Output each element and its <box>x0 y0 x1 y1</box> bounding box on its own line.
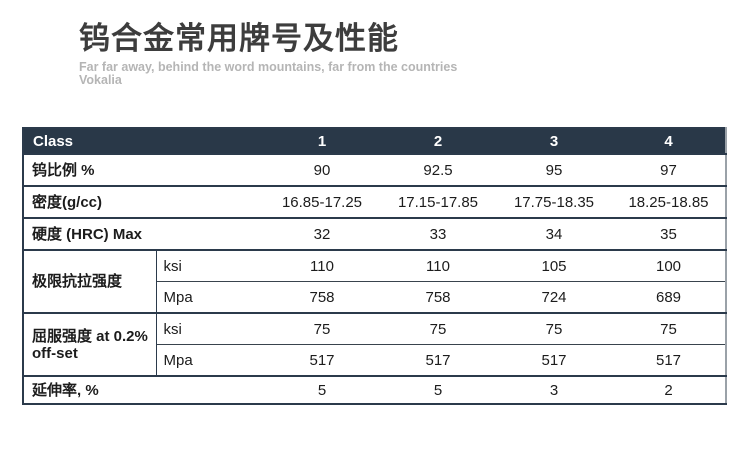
subtitle-line-2: Vokalia <box>79 73 122 87</box>
table-row-tungsten-ratio: 钨比例 % 90 92.5 95 97 <box>23 153 726 186</box>
unit-label: Mpa <box>156 281 264 313</box>
value-cell: 689 <box>612 281 726 313</box>
table-header-row: Class 1 2 3 4 <box>23 128 726 154</box>
value-cell: 92.5 <box>380 153 496 186</box>
row-label: 极限抗拉强度 <box>23 249 157 313</box>
value-cell: 16.85-17.25 <box>264 185 380 218</box>
column-header-4: 4 <box>664 132 673 150</box>
value-cell: 105 <box>496 249 612 282</box>
column-header-2: 2 <box>433 132 443 150</box>
tungsten-alloy-spec-table: Class 1 2 3 4 钨比例 % 90 92.5 95 97 密度(g/c… <box>22 127 727 405</box>
row-label: 硬度 (HRC) Max <box>23 217 264 250</box>
unit-label: Mpa <box>156 344 264 376</box>
value-cell: 110 <box>264 249 380 282</box>
value-cell: 95 <box>496 153 612 186</box>
spec-table-container: Class 1 2 3 4 钨比例 % 90 92.5 95 97 密度(g/c… <box>22 127 727 405</box>
value-cell: 32 <box>264 217 380 250</box>
column-header-class: Class <box>33 132 74 150</box>
column-header-3: 3 <box>549 132 559 150</box>
table-row-tensile-strength-ksi: 极限抗拉强度 ksi 110 110 105 100 <box>23 249 726 313</box>
table-row-density: 密度(g/cc) 16.85-17.25 17.15-17.85 17.75-1… <box>23 185 726 218</box>
value-cell: 33 <box>380 217 496 250</box>
value-cell: 5 <box>380 375 496 404</box>
value-cell: 75 <box>380 312 496 345</box>
value-cell: 17.15-17.85 <box>380 185 496 218</box>
value-cell: 517 <box>496 344 612 376</box>
page-subtitle: Far far away, behind the word mountains,… <box>79 61 639 87</box>
slide-header: 钨合金常用牌号及性能 Far far away, behind the word… <box>79 22 639 87</box>
value-cell: 18.25-18.85 <box>612 185 726 218</box>
value-cell: 758 <box>264 281 380 313</box>
value-cell: 3 <box>496 375 612 404</box>
row-label: 屈服强度 at 0.2% off-set <box>23 312 157 376</box>
row-label: 密度(g/cc) <box>23 185 264 218</box>
value-cell: 5 <box>264 375 380 404</box>
table-body: 钨比例 % 90 92.5 95 97 密度(g/cc) 16.85-17.25… <box>23 153 726 404</box>
table-row-tensile-strength-mpa: Mpa 758 758 724 689 <box>23 281 726 313</box>
table-header: Class 1 2 3 4 <box>23 128 726 154</box>
table-row-yield-strength-ksi: 屈服强度 at 0.2% off-set ksi 75 75 75 75 <box>23 312 726 376</box>
column-header-1: 1 <box>317 132 327 150</box>
value-cell: 724 <box>496 281 612 313</box>
value-cell: 34 <box>496 217 612 250</box>
unit-label: ksi <box>156 249 264 282</box>
table-row-elongation: 延伸率, % 5 5 3 2 <box>23 375 726 404</box>
row-label: 钨比例 % <box>23 153 264 186</box>
value-cell: 758 <box>380 281 496 313</box>
row-label: 延伸率, % <box>23 375 264 404</box>
value-cell: 35 <box>612 217 726 250</box>
value-cell: 517 <box>380 344 496 376</box>
value-cell: 17.75-18.35 <box>496 185 612 218</box>
value-cell: 517 <box>264 344 380 376</box>
value-cell: 75 <box>496 312 612 345</box>
subtitle-line-1: Far far away, behind the word mountains,… <box>79 60 458 74</box>
value-cell: 75 <box>264 312 380 345</box>
value-cell: 75 <box>612 312 726 345</box>
value-cell: 100 <box>612 249 726 282</box>
unit-label: ksi <box>156 312 264 345</box>
page-title: 钨合金常用牌号及性能 <box>79 21 399 56</box>
value-cell: 90 <box>264 153 380 186</box>
table-row-hardness: 硬度 (HRC) Max 32 33 34 35 <box>23 217 726 250</box>
value-cell: 110 <box>380 249 496 282</box>
table-row-yield-strength-mpa: Mpa 517 517 517 517 <box>23 344 726 376</box>
value-cell: 517 <box>612 344 726 376</box>
value-cell: 2 <box>612 375 726 404</box>
value-cell: 97 <box>612 153 726 186</box>
